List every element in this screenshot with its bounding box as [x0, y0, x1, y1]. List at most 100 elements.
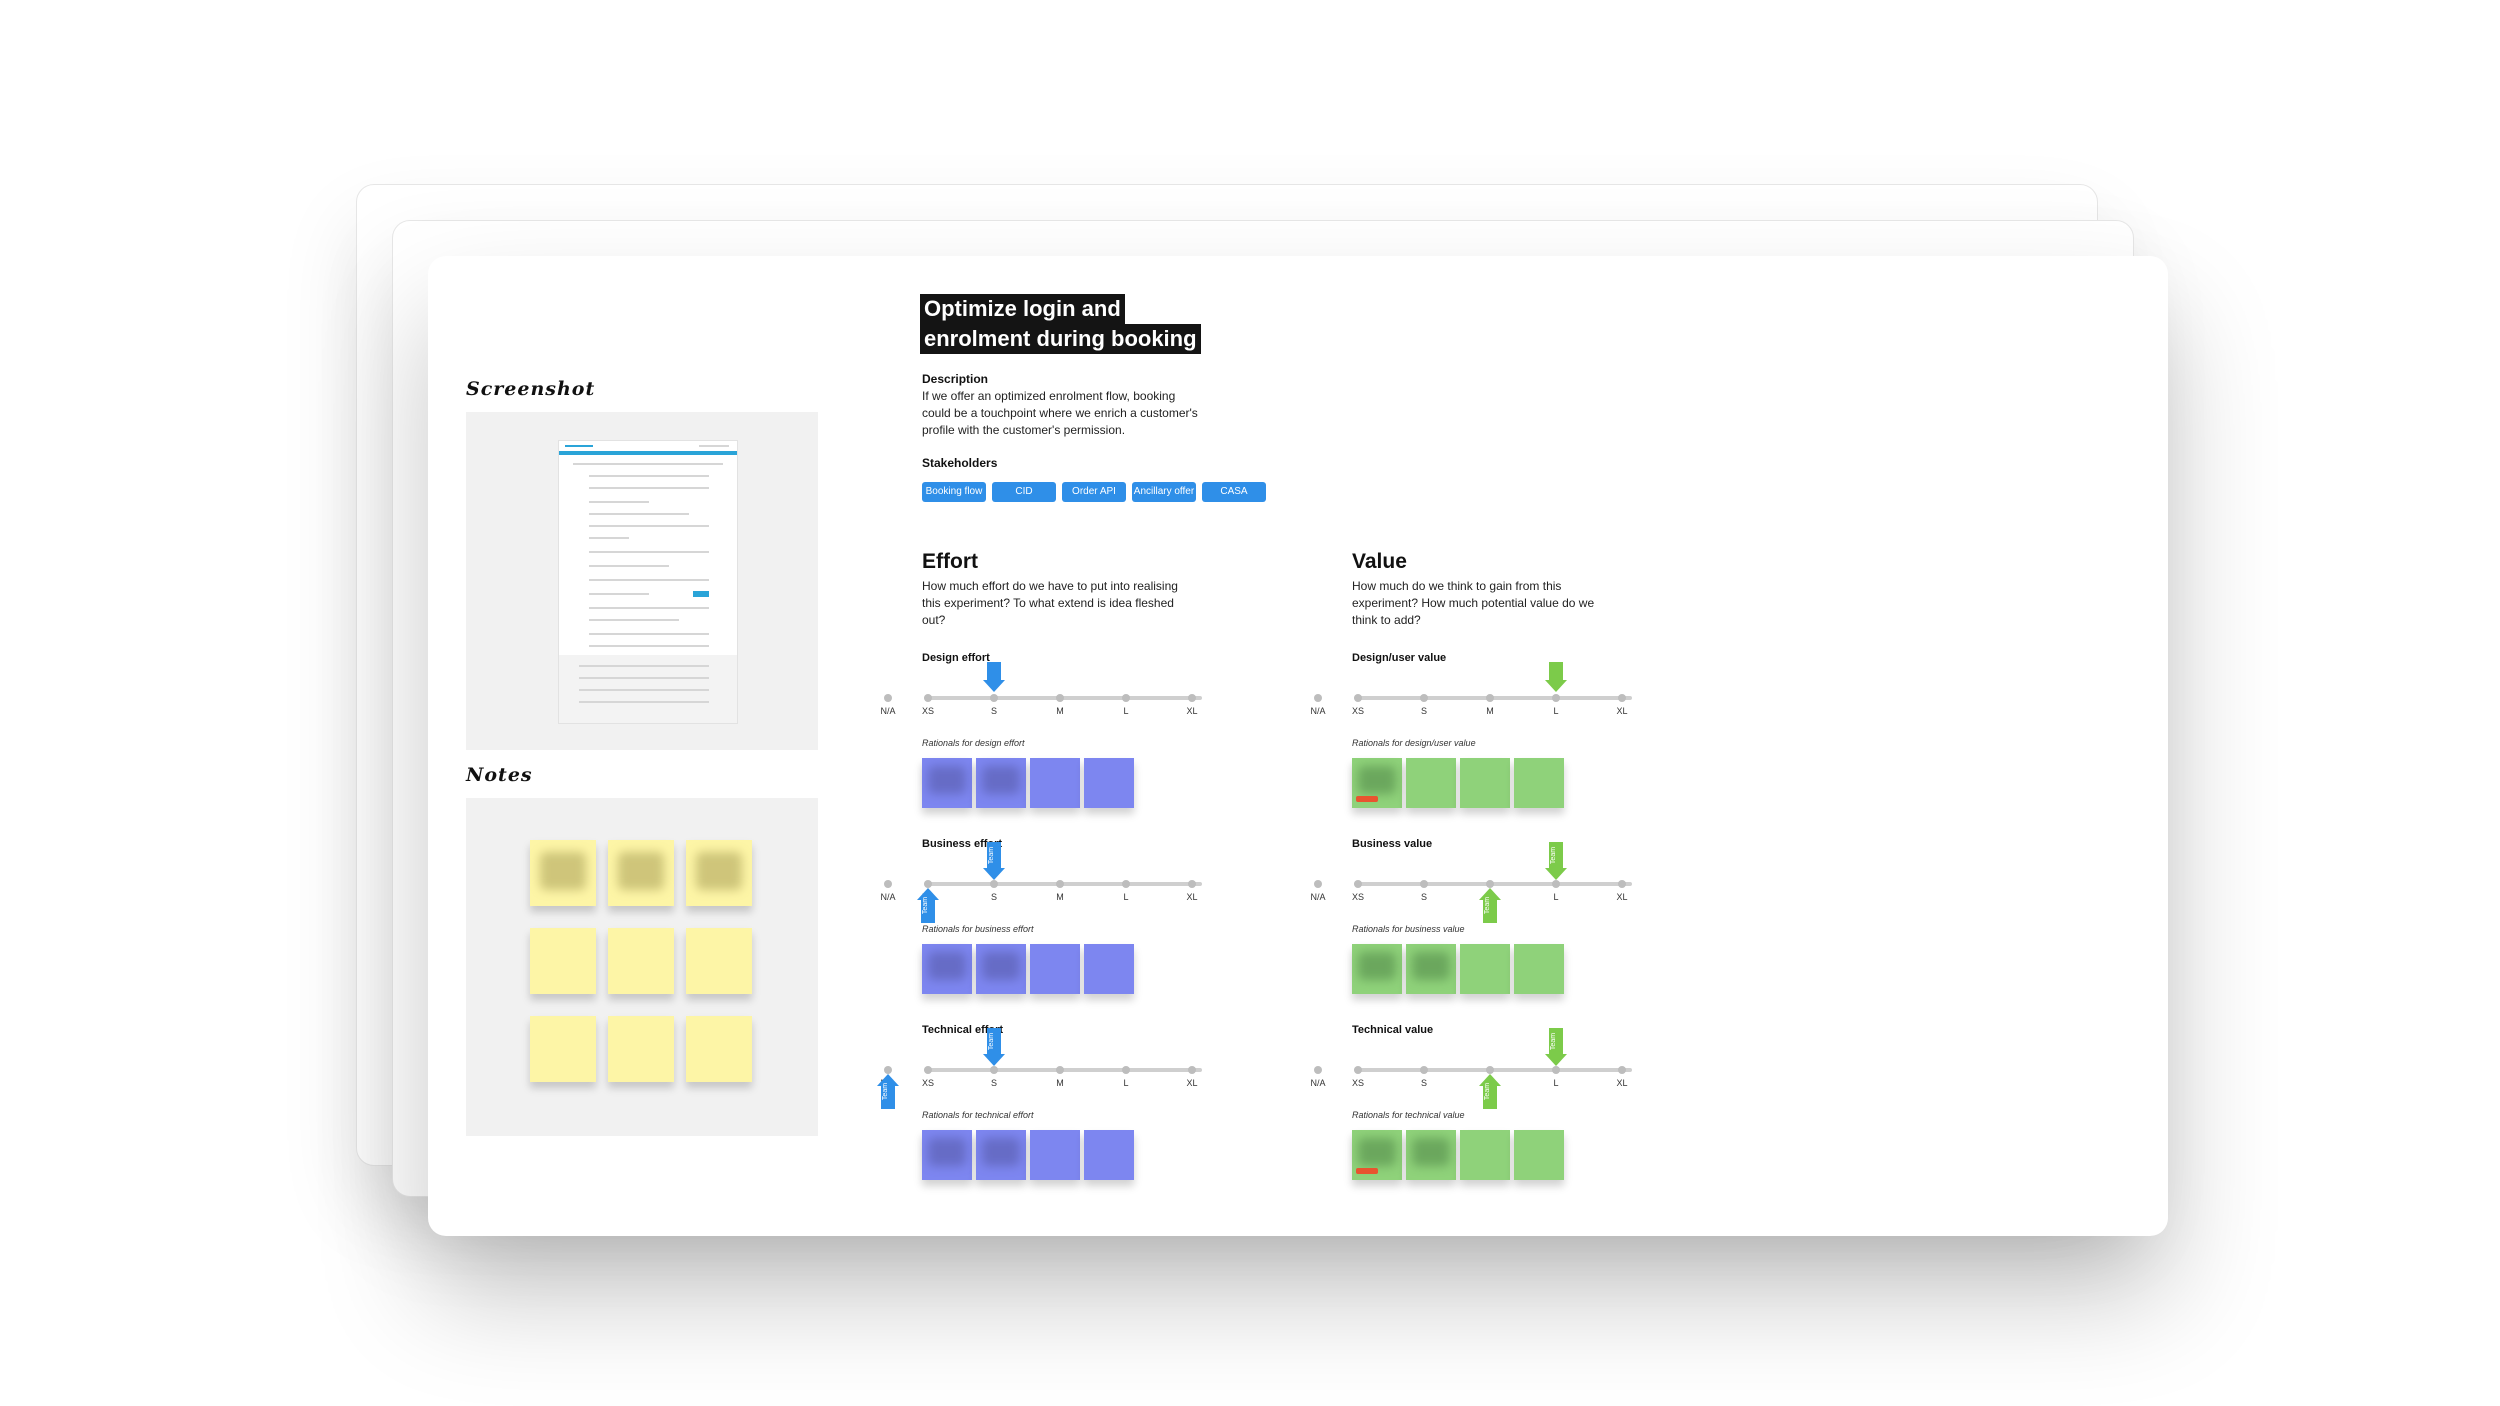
value-row-2-rationale-sticky[interactable] [1352, 1130, 1402, 1180]
value-row-1-rationale-sticky[interactable] [1352, 944, 1402, 994]
value-row-2-tick-dot[interactable] [1618, 1066, 1626, 1074]
effort-row-2-tick-dot[interactable] [1188, 1066, 1196, 1074]
note-sticky[interactable] [530, 840, 596, 906]
effort-row-1-tick-dot[interactable] [1188, 880, 1196, 888]
value-row-2-selected-arrow-icon[interactable] [1545, 1028, 1567, 1066]
value-row-0-tick-dot[interactable] [1552, 694, 1560, 702]
note-sticky[interactable] [608, 1016, 674, 1082]
value-row-2-label: Technical value [1352, 1024, 1434, 1036]
value-row-1-tick-dot[interactable] [1618, 880, 1626, 888]
effort-row-0-rationale-sticky[interactable] [976, 758, 1026, 808]
value-row-1-rationale-sticky[interactable] [1460, 944, 1510, 994]
value-row-0-rationale-sticky[interactable] [1514, 758, 1564, 808]
value-row-0-tick-dot[interactable] [1486, 694, 1494, 702]
value-row-2-tick-dot[interactable] [1486, 1066, 1494, 1074]
value-row-2-rationale-sticky[interactable] [1514, 1130, 1564, 1180]
effort-row-1-rationale-sticky[interactable] [976, 944, 1026, 994]
thumbnail-button [693, 591, 709, 597]
value-row-0-na-dot[interactable] [1314, 694, 1322, 702]
stakeholder-chip[interactable]: Order API [1062, 482, 1126, 502]
effort-row-0-rationale-sticky[interactable] [1030, 758, 1080, 808]
effort-row-0-tick-dot[interactable] [990, 694, 998, 702]
value-row-2-tick-dot[interactable] [1420, 1066, 1428, 1074]
stakeholders-label: Stakeholders [922, 456, 998, 470]
value-row-0-rationale-sticky[interactable] [1460, 758, 1510, 808]
effort-row-0-rationale-sticky[interactable] [922, 758, 972, 808]
effort-row-0-rationale-sticky[interactable] [1084, 758, 1134, 808]
effort-row-2-rationale-sticky[interactable] [1084, 1130, 1134, 1180]
stakeholder-chip[interactable]: Booking flow [922, 482, 986, 502]
value-row-0-tick-dot[interactable] [1354, 694, 1362, 702]
value-row-2-team-arrow-icon[interactable] [1479, 1074, 1501, 1110]
value-row-1-tick-dot[interactable] [1552, 880, 1560, 888]
stakeholder-chip[interactable]: CASA [1202, 482, 1266, 502]
effort-row-1-na-dot[interactable] [884, 880, 892, 888]
value-row-0-tick-dot[interactable] [1420, 694, 1428, 702]
value-row-0-tick-dot[interactable] [1618, 694, 1626, 702]
note-sticky[interactable] [686, 1016, 752, 1082]
note-sticky[interactable] [686, 928, 752, 994]
value-row-2-rationale-sticky[interactable] [1460, 1130, 1510, 1180]
effort-row-1-tick-dot[interactable] [924, 880, 932, 888]
value-row-1-tick-dot[interactable] [1354, 880, 1362, 888]
value-row-2-tick-dot[interactable] [1552, 1066, 1560, 1074]
value-row-1-selected-arrow-icon[interactable] [1545, 842, 1567, 880]
value-row-2-team-arrow-text: Team [1484, 1082, 1492, 1101]
note-sticky[interactable] [608, 840, 674, 906]
effort-row-1-rationale-sticky[interactable] [1084, 944, 1134, 994]
value-row-1-tick-dot[interactable] [1420, 880, 1428, 888]
effort-row-0-na-dot[interactable] [884, 694, 892, 702]
note-sticky[interactable] [530, 1016, 596, 1082]
effort-row-1-tick-dot[interactable] [990, 880, 998, 888]
stakeholder-chip[interactable]: Ancillary offer [1132, 482, 1196, 502]
effort-row-1-rationale-sticky[interactable] [1030, 944, 1080, 994]
effort-row-2-rationale-sticky[interactable] [976, 1130, 1026, 1180]
stakeholder-chip[interactable]: CID [992, 482, 1056, 502]
value-row-1-rationale-sticky[interactable] [1406, 944, 1456, 994]
effort-row-0-tick-dot[interactable] [1056, 694, 1064, 702]
value-row-0-selected-arrow-icon[interactable] [1545, 662, 1567, 692]
value-row-1-tick-dot[interactable] [1486, 880, 1494, 888]
effort-row-2-tick-dot[interactable] [990, 1066, 998, 1074]
value-row-0-label: Design/user value [1352, 652, 1447, 664]
effort-row-0-tick-label: M [1056, 706, 1064, 716]
effort-row-0-tick-label: L [1123, 706, 1129, 716]
value-row-1-rationale-sticky[interactable] [1514, 944, 1564, 994]
value-row-2-na-dot[interactable] [1314, 1066, 1322, 1074]
effort-row-1-rationale-sticky[interactable] [922, 944, 972, 994]
value-row-1-label: Business value [1352, 838, 1433, 850]
effort-row-2-na-dot[interactable] [884, 1066, 892, 1074]
value-row-2-rationale-sticky[interactable] [1406, 1130, 1456, 1180]
effort-row-0-selected-arrow-icon[interactable] [983, 662, 1005, 692]
value-row-2-selected-arrow-text: Team [1550, 1032, 1558, 1051]
value-row-0-rationale-sticky[interactable] [1352, 758, 1402, 808]
value-row-0-rationale-sticky[interactable] [1406, 758, 1456, 808]
value-row-1-rationale-label: Rationals for business value [1352, 924, 1465, 934]
effort-row-2-rationale-sticky[interactable] [1030, 1130, 1080, 1180]
effort-row-0-tick-dot[interactable] [1188, 694, 1196, 702]
effort-row-0-tick-label: XL [1186, 706, 1198, 716]
note-sticky[interactable] [530, 928, 596, 994]
effort-row-2-rationale-sticky[interactable] [922, 1130, 972, 1180]
effort-row-2-tick-dot[interactable] [1122, 1066, 1130, 1074]
note-sticky[interactable] [608, 928, 674, 994]
notes-panel [466, 798, 818, 1136]
effort-row-1-selected-arrow-icon[interactable] [983, 842, 1005, 880]
effort-row-2-selected-arrow-icon[interactable] [983, 1028, 1005, 1066]
effort-row-2-tick-dot[interactable] [1056, 1066, 1064, 1074]
thumbnail-header-bar [559, 451, 737, 455]
effort-row-2-team-arrow-icon[interactable] [877, 1074, 899, 1110]
value-row-1-team-arrow-icon[interactable] [1479, 888, 1501, 924]
value-row-1-na-dot[interactable] [1314, 880, 1322, 888]
effort-row-1-team-arrow-icon[interactable] [917, 888, 939, 924]
effort-row-0-tick-dot[interactable] [1122, 694, 1130, 702]
website-screenshot-thumbnail [558, 440, 738, 724]
effort-row-2-tick-dot[interactable] [924, 1066, 932, 1074]
effort-row-2-team-arrow-text: Team [882, 1082, 890, 1101]
effort-row-1-tick-dot[interactable] [1122, 880, 1130, 888]
effort-row-1-tick-dot[interactable] [1056, 880, 1064, 888]
note-sticky[interactable] [686, 840, 752, 906]
effort-row-1-na-label: N/A [880, 892, 896, 902]
value-row-2-tick-dot[interactable] [1354, 1066, 1362, 1074]
effort-row-0-tick-dot[interactable] [924, 694, 932, 702]
